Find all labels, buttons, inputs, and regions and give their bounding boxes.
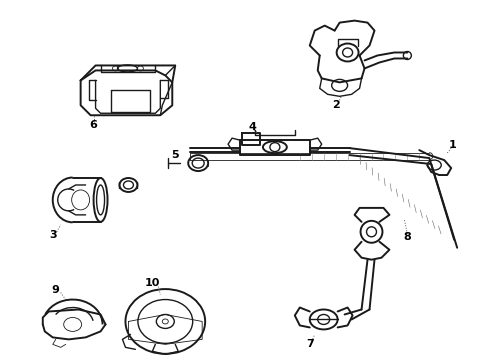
Text: 9: 9: [52, 284, 60, 294]
Text: 1: 1: [448, 140, 456, 150]
Text: 5: 5: [172, 150, 179, 160]
Text: 7: 7: [306, 339, 314, 349]
Text: 2: 2: [332, 100, 340, 110]
Text: 6: 6: [90, 120, 98, 130]
Text: 10: 10: [145, 278, 160, 288]
Text: 4: 4: [248, 122, 256, 132]
Text: 3: 3: [49, 230, 56, 240]
Text: 8: 8: [403, 232, 411, 242]
